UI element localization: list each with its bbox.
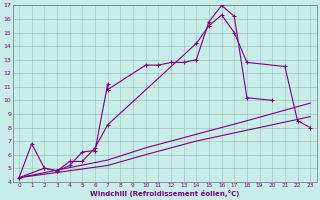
X-axis label: Windchill (Refroidissement éolien,°C): Windchill (Refroidissement éolien,°C): [90, 190, 239, 197]
